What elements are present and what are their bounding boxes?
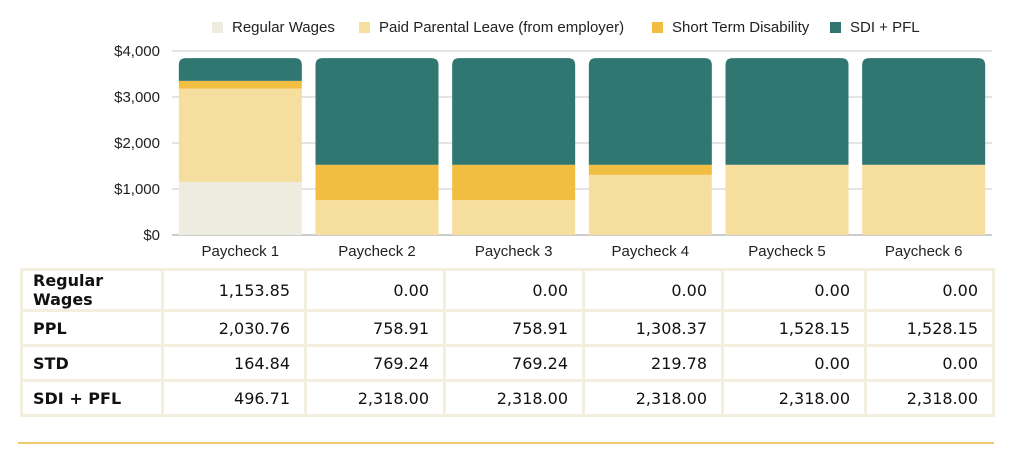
table-cell: 1,528.15 <box>864 309 995 347</box>
table-cell: 2,318.00 <box>864 379 995 417</box>
table-row-regular-wages: Regular Wages 1,153.85 0.00 0.00 0.00 0.… <box>20 268 995 312</box>
table-row-ppl: PPL 2,030.76 758.91 758.91 1,308.37 1,52… <box>20 309 995 347</box>
bar-segment <box>452 200 576 235</box>
legend-label-regular-wages: Regular Wages <box>232 18 335 36</box>
bar-segment <box>862 164 986 235</box>
bar-segment <box>452 58 576 165</box>
table-cell: 0.00 <box>721 344 867 382</box>
x-tick-label: Paycheck 5 <box>748 243 826 260</box>
table-cell: 2,030.76 <box>161 309 307 347</box>
legend-swatch-short-term-disability <box>652 21 663 33</box>
x-tick-label: Paycheck 2 <box>338 243 416 260</box>
table-cell: 0.00 <box>582 268 724 312</box>
legend-item-paid-parental-leave: Paid Parental Leave (from employer) <box>359 14 624 40</box>
table-cell: 1,308.37 <box>582 309 724 347</box>
bar-segment <box>315 58 439 165</box>
y-tick-label: $0 <box>143 227 160 244</box>
table-cell: 0.00 <box>864 268 995 312</box>
table-cell: 758.91 <box>443 309 585 347</box>
table-cell: 1,153.85 <box>161 268 307 312</box>
bar-segment <box>315 200 439 235</box>
bar-segment <box>862 58 986 165</box>
row-label-ppl: PPL <box>20 309 164 347</box>
table-cell: 496.71 <box>161 379 307 417</box>
legend-item-sdi-pfl: SDI + PFL <box>830 14 920 40</box>
table-cell: 1,528.15 <box>721 309 867 347</box>
table-cell: 164.84 <box>161 344 307 382</box>
footer-divider <box>18 442 994 444</box>
y-tick-label: $1,000 <box>114 181 160 198</box>
bar-segment <box>588 174 712 235</box>
table-cell: 758.91 <box>304 309 446 347</box>
table-cell: 769.24 <box>443 344 585 382</box>
table-cell: 769.24 <box>304 344 446 382</box>
table-cell: 2,318.00 <box>721 379 867 417</box>
legend-label-sdi-pfl: SDI + PFL <box>850 18 920 36</box>
row-label-regular-wages: Regular Wages <box>20 268 164 312</box>
stacked-bar-chart: $0 $1,000 $2,000 $3,000 $4,000 Paycheck 1 Payc… <box>114 43 992 260</box>
bar-segment <box>588 58 712 165</box>
x-tick-label: Paycheck 3 <box>475 243 553 260</box>
table-cell: 2,318.00 <box>304 379 446 417</box>
legend-label-short-term-disability: Short Term Disability <box>672 18 810 36</box>
bar-segment <box>178 80 302 89</box>
table-cell: 0.00 <box>721 268 867 312</box>
x-tick-label: Paycheck 6 <box>885 243 963 260</box>
legend-swatch-sdi-pfl <box>830 21 841 33</box>
table-cell: 2,318.00 <box>582 379 724 417</box>
legend-swatch-paid-parental-leave <box>359 21 370 33</box>
table-cell: 2,318.00 <box>443 379 585 417</box>
bar-segment <box>178 88 302 182</box>
legend-swatch-regular-wages <box>212 21 223 33</box>
y-tick-label: $4,000 <box>114 43 160 60</box>
y-tick-label: $3,000 <box>114 89 160 106</box>
chart-legend: Regular Wages Paid Parental Leave (from … <box>0 14 1024 40</box>
legend-label-paid-parental-leave: Paid Parental Leave (from employer) <box>379 18 625 36</box>
bar-segment <box>588 164 712 175</box>
table-row-sdi-pfl: SDI + PFL 496.71 2,318.00 2,318.00 2,318… <box>20 379 995 417</box>
table-cell: 0.00 <box>443 268 585 312</box>
row-label-sdi-pfl: SDI + PFL <box>20 379 164 417</box>
legend-item-regular-wages: Regular Wages <box>212 14 335 40</box>
y-tick-label: $2,000 <box>114 135 160 152</box>
table-cell: 0.00 <box>304 268 446 312</box>
bar-segment <box>315 164 439 201</box>
bar-segment <box>452 164 576 201</box>
bar-segment <box>178 58 302 81</box>
data-table: Regular Wages 1,153.85 0.00 0.00 0.00 0.… <box>20 268 995 417</box>
table-cell: 219.78 <box>582 344 724 382</box>
table-cell: 0.00 <box>864 344 995 382</box>
bar-segment <box>725 164 849 235</box>
x-tick-label: Paycheck 1 <box>202 243 280 260</box>
legend-item-short-term-disability: Short Term Disability <box>652 14 809 40</box>
bar-segment <box>725 58 849 165</box>
x-tick-label: Paycheck 4 <box>612 243 690 260</box>
bar-segment <box>178 181 302 235</box>
table-row-std: STD 164.84 769.24 769.24 219.78 0.00 0.0… <box>20 344 995 382</box>
row-label-std: STD <box>20 344 164 382</box>
